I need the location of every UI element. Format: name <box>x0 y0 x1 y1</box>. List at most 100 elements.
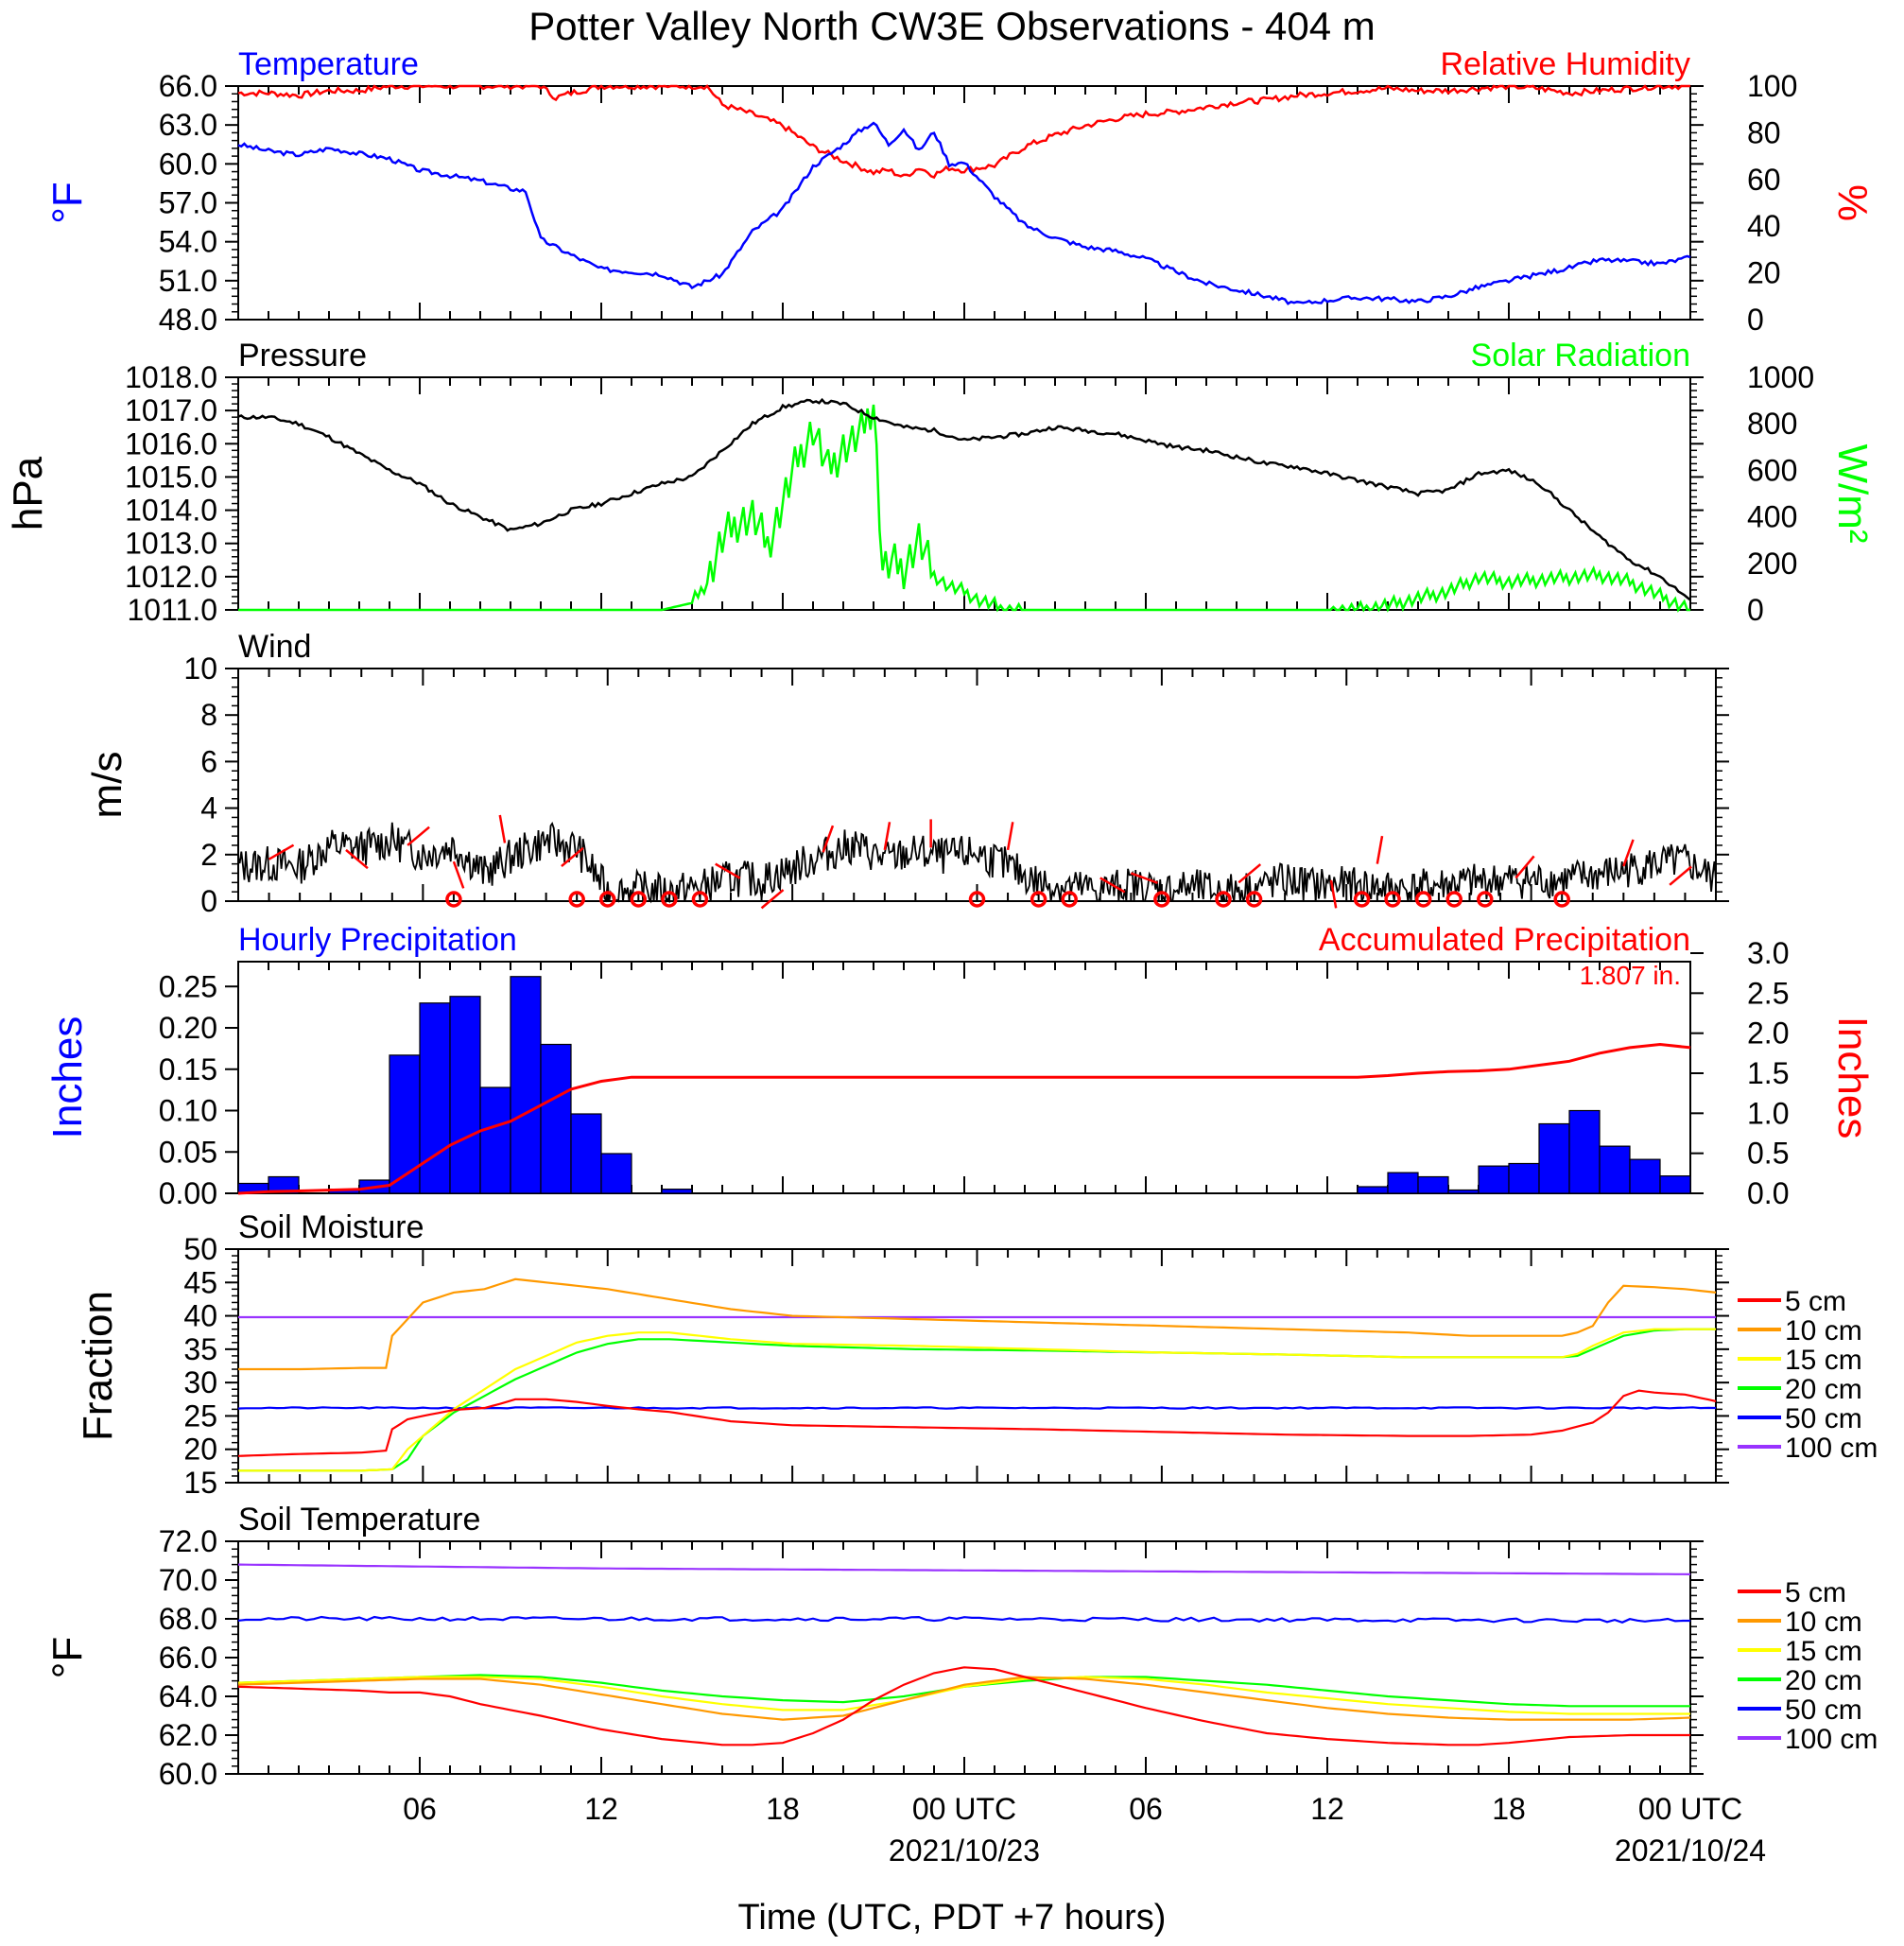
precip-bar <box>479 1086 511 1194</box>
legend-label: 10 cm <box>1785 1607 1862 1638</box>
legend-label: 15 cm <box>1785 1345 1862 1376</box>
soil-line-15cm <box>237 1676 1690 1715</box>
plot-frame <box>237 376 1691 611</box>
legend-label: 5 cm <box>1785 1286 1846 1317</box>
soil-line-50cm <box>237 1615 1690 1624</box>
y-tick-label: 66.0 <box>159 1641 217 1675</box>
right-tick-label: 40 <box>1747 209 1781 243</box>
y-tick-label: 0.25 <box>159 969 217 1003</box>
legend-label: 5 cm <box>1785 1577 1846 1608</box>
y-tick-label: 60.0 <box>159 147 217 181</box>
soil-line-5cm <box>237 1389 1717 1457</box>
y-tick-label: 25 <box>183 1399 217 1433</box>
x-tick-label: 12 <box>1310 1792 1344 1826</box>
temperature-line <box>237 121 1691 305</box>
y-tick-label: 68.0 <box>159 1602 217 1636</box>
right-tick-label: 1.0 <box>1747 1096 1789 1130</box>
y-tick-label: 45 <box>183 1265 217 1299</box>
y-tick-label: 70.0 <box>159 1563 217 1597</box>
calm-marker <box>968 891 986 908</box>
wind-barb <box>883 822 891 851</box>
solar-radiation-line <box>238 404 1690 613</box>
x-tick-label: 18 <box>1492 1792 1526 1826</box>
precip-bar <box>1478 1165 1510 1194</box>
calm-marker <box>1030 891 1047 908</box>
x-axis-label: Time (UTC, PDT +7 hours) <box>738 1898 1167 1937</box>
wind-title: Wind <box>238 629 311 665</box>
y-tick-label: 1018.0 <box>125 360 217 394</box>
calm-marker <box>630 891 648 908</box>
temperature-unit: °F <box>44 182 91 223</box>
pressure-solar-panel: 1018.01017.01016.01015.01014.01013.01012… <box>5 338 1876 627</box>
precip-bar <box>1387 1172 1419 1194</box>
solar-radiation-title: Solar Radiation <box>1471 338 1690 374</box>
calm-marker <box>1215 891 1232 908</box>
y-tick-label: 51.0 <box>159 264 217 298</box>
legend-label: 50 cm <box>1785 1403 1862 1434</box>
y-tick-label: 1014.0 <box>125 494 217 528</box>
calm-marker <box>1061 891 1078 908</box>
accumulated-total: 1.807 in. <box>1580 961 1681 990</box>
soil-line-15cm <box>238 1328 1716 1472</box>
plot-frame <box>237 1248 1717 1484</box>
legend-label: 10 cm <box>1785 1315 1862 1347</box>
chart-title: Potter Valley North CW3E Observations - … <box>528 4 1376 48</box>
calm-marker <box>1414 891 1432 908</box>
wind-panel: 10 8 6 4 2 0 Wind m/s <box>84 629 1729 918</box>
soil-line-10cm <box>237 1676 1691 1721</box>
wind-barb <box>1006 822 1014 851</box>
plot-frame <box>237 85 1691 321</box>
y-tick-label: 60.0 <box>159 1757 217 1791</box>
y-tick-label: 1016.0 <box>125 426 217 460</box>
precip-bar <box>661 1189 693 1194</box>
y-tick-label: 10 <box>183 652 217 686</box>
calm-marker <box>1353 891 1371 908</box>
y-tick-label: 1017.0 <box>125 393 217 427</box>
calm-marker <box>1384 891 1401 908</box>
wind-barb <box>452 860 465 889</box>
wind-barb <box>561 846 584 868</box>
wind-unit: m/s <box>84 752 130 819</box>
y-tick-label: 50 <box>183 1232 217 1266</box>
right-tick-label: 0.5 <box>1747 1137 1789 1171</box>
y-tick-label: 64.0 <box>159 1679 217 1713</box>
hourly-precip-title: Hourly Precipitation <box>238 922 517 958</box>
wind-barb <box>822 825 835 853</box>
plot-frame <box>237 1540 1691 1775</box>
precip-bar <box>540 1043 572 1194</box>
y-tick-label: 0.05 <box>159 1135 217 1169</box>
y-tick-label: 0.15 <box>159 1052 217 1086</box>
relative-humidity-title: Relative Humidity <box>1440 46 1690 82</box>
x-tick-label: 00 UTC <box>1638 1792 1742 1826</box>
precipitation-panel: 0.25 0.20 0.15 0.10 0.05 0.00 3.0 2.5 2.0 1.5 1.0 0… <box>44 922 1876 1210</box>
y-tick-label: 48.0 <box>159 303 217 337</box>
wind-barb <box>1099 877 1126 894</box>
calm-marker <box>1553 891 1570 908</box>
right-tick-label: 1.5 <box>1747 1056 1789 1090</box>
y-tick-label: 62.0 <box>159 1718 217 1752</box>
precip-bar <box>1508 1162 1540 1194</box>
y-tick-label: 57.0 <box>159 186 217 220</box>
soil-temperature-title: Soil Temperature <box>238 1502 480 1538</box>
right-tick-label: 20 <box>1747 256 1781 290</box>
y-tick-label: 30 <box>183 1365 217 1399</box>
wind-barb <box>498 814 507 843</box>
x-tick-label: 18 <box>766 1792 800 1826</box>
y-tick-label: 1015.0 <box>125 460 217 494</box>
x-date-label: 2021/10/23 <box>889 1833 1040 1868</box>
right-tick-label: 80 <box>1747 115 1781 149</box>
y-tick-label: 63.0 <box>159 108 217 142</box>
soil-line-100cm <box>237 1563 1691 1575</box>
accumulated-precip-line <box>237 1042 1691 1195</box>
y-tick-label: 4 <box>200 791 217 825</box>
temperature-title: Temperature <box>238 46 419 82</box>
precip-bar <box>1568 1109 1601 1194</box>
y-tick-label: 20 <box>183 1433 217 1467</box>
y-tick-label: 2 <box>200 838 217 872</box>
soil-line-10cm <box>238 1277 1717 1371</box>
precip-bar <box>1599 1145 1631 1194</box>
legend-label: 20 cm <box>1785 1374 1862 1405</box>
precip-bar <box>1447 1189 1480 1194</box>
legend-label: 50 cm <box>1785 1694 1862 1726</box>
